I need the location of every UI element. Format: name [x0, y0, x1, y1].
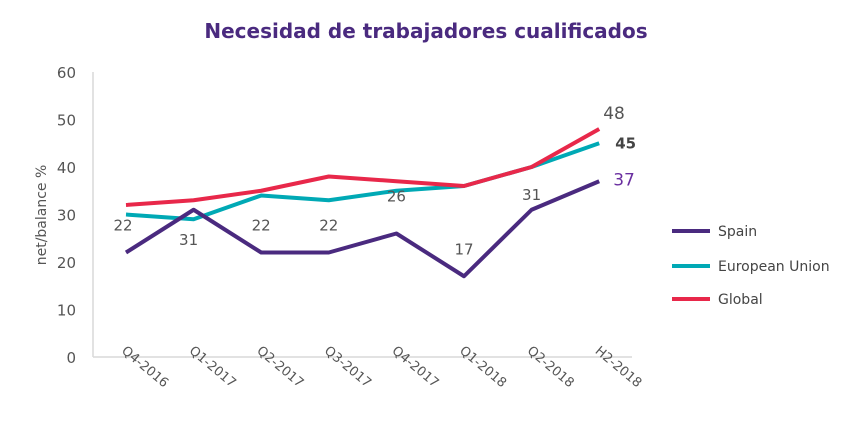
series-line-global	[125, 127, 601, 207]
chart-title: Necesidad de trabajadores cualificados	[204, 19, 647, 43]
x-tick-label: H2-2018	[592, 344, 644, 391]
x-tick-label: Q1-2017	[186, 343, 239, 391]
legend-label: European Union	[718, 259, 830, 275]
x-tick-label: Q4-2017	[389, 343, 442, 391]
data-label: 26	[387, 188, 406, 206]
y-axis-label: net/balance %	[34, 165, 50, 266]
data-label: 22	[319, 217, 338, 235]
data-label: 37	[613, 170, 635, 190]
data-label: 17	[454, 240, 473, 258]
y-tick-label: 60	[57, 64, 76, 82]
x-tick-label: Q1-2018	[456, 343, 509, 391]
data-label: 31	[522, 186, 541, 204]
data-label: 45	[615, 134, 636, 152]
data-label: 22	[113, 217, 132, 235]
data-label: 31	[179, 231, 198, 249]
data-label: 48	[603, 104, 625, 124]
legend-label: Global	[718, 292, 763, 308]
y-tick-label: 20	[57, 254, 76, 272]
y-tick-label: 10	[57, 302, 76, 320]
y-tick-label: 50	[57, 112, 76, 130]
data-label: 22	[252, 217, 271, 235]
x-tick-label: Q2-2018	[524, 343, 577, 391]
legend-label: Spain	[718, 224, 757, 240]
series-line-european-union	[125, 141, 600, 222]
y-tick-label: 0	[66, 349, 76, 367]
series-line-spain	[124, 179, 600, 279]
y-tick-label: 40	[57, 159, 76, 177]
y-tick-label: 30	[57, 207, 76, 225]
x-tick-label: Q3-2017	[321, 343, 374, 391]
x-tick-label: Q4-2016	[118, 343, 171, 391]
x-tick-label: Q2-2017	[254, 343, 307, 391]
